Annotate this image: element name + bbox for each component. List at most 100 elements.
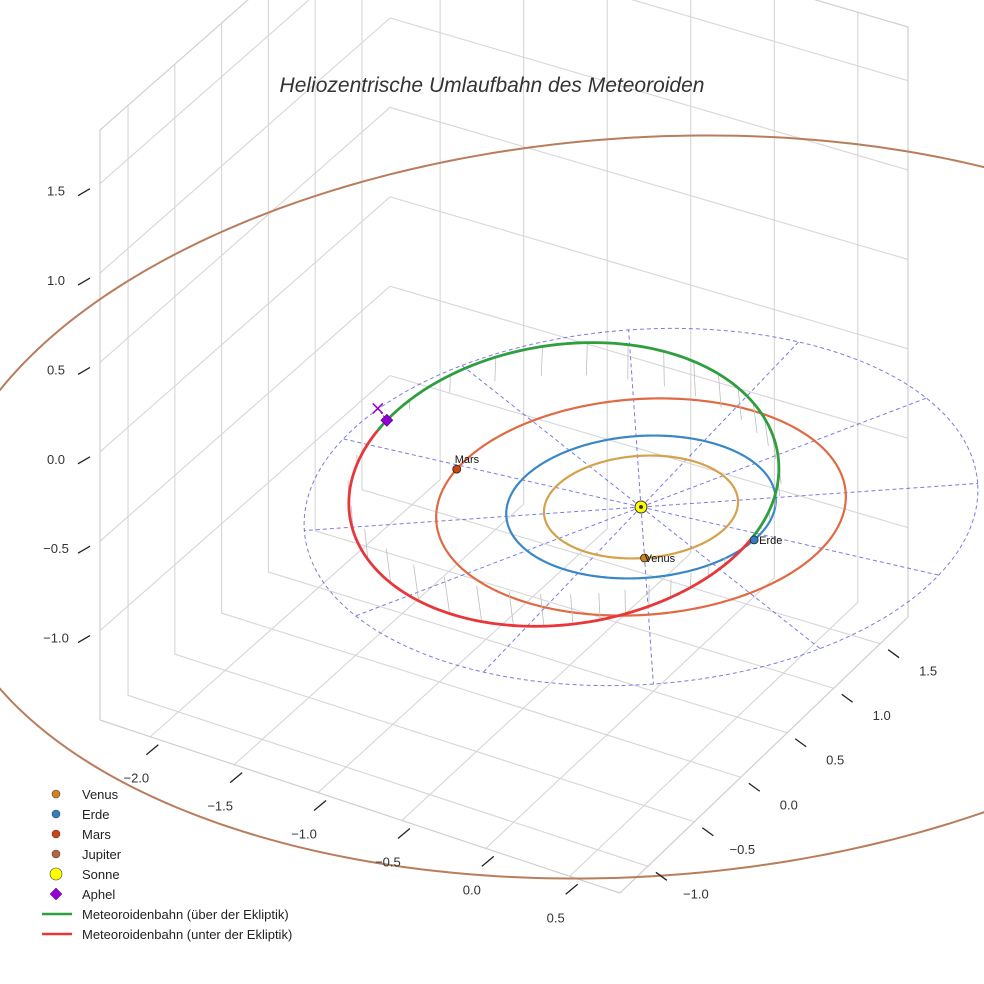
orbit-stem	[663, 351, 665, 387]
planet-orbits	[0, 134, 984, 880]
orbit-stem	[413, 564, 420, 601]
reference-spoke	[461, 365, 642, 508]
x-tick-mark	[397, 827, 411, 839]
orbit-stem	[717, 373, 722, 408]
y-gridline	[314, 0, 834, 689]
legend-dot-mark	[51, 829, 61, 839]
orbit-stem	[764, 418, 769, 446]
z-gridline	[99, 196, 909, 453]
orbit-stem	[508, 591, 514, 626]
y-gridline	[221, 23, 741, 778]
z-tick-label: 1.0	[47, 273, 65, 288]
z-tick-mark	[77, 635, 91, 644]
z-tick-label: −0.5	[43, 541, 69, 556]
legend-label: Meteoroidenbahn (unter der Ekliptik)	[82, 926, 293, 942]
z-tick-mark	[77, 456, 91, 465]
chart-title: Heliozentrische Umlaufbahn des Meteoroid…	[279, 74, 705, 97]
orbit-stem	[443, 577, 451, 614]
y-tick-label: 0.0	[780, 797, 798, 812]
x-axis-line	[99, 719, 621, 894]
y-gridline	[174, 64, 695, 823]
orbit-stem	[364, 528, 369, 560]
y-tick-mark	[655, 871, 668, 881]
x-tick-label: −2.0	[123, 771, 149, 786]
orbit-stem	[690, 572, 692, 588]
legend-symbol	[34, 904, 78, 924]
y-tick-mark	[701, 827, 714, 837]
legend-symbol	[34, 804, 78, 824]
y-gridline	[267, 0, 788, 734]
legend-symbol	[34, 824, 78, 844]
x-gridline	[485, 0, 775, 849]
x-tick-label: 0.5	[547, 910, 565, 925]
reference-spoke	[640, 506, 821, 649]
orbit-stem	[670, 579, 672, 598]
x-tick-label: 0.0	[463, 882, 481, 897]
legend-symbol	[34, 864, 78, 884]
reference-spoke	[640, 482, 978, 508]
z-tick-label: −1.0	[43, 631, 69, 646]
orbit-stem	[737, 387, 742, 420]
legend-dot-mark	[51, 849, 61, 859]
legend-item: Venus	[34, 784, 292, 804]
reference-spoke	[640, 341, 799, 508]
legend-label: Mars	[82, 826, 111, 842]
meteoroid-orbit	[347, 341, 781, 628]
aphelion-projection-marker	[372, 402, 384, 414]
z-tick-label: 1.5	[47, 184, 65, 199]
y-gridline	[127, 105, 649, 867]
y-tick-mark	[748, 782, 761, 792]
orbit-stem	[752, 402, 758, 433]
z-tick-mark	[77, 188, 91, 197]
orbit-stem	[385, 548, 392, 583]
legend-item: Erde	[34, 804, 292, 824]
legend-dot-mark	[51, 789, 61, 799]
orbit-stem	[540, 594, 545, 627]
reference-spoke	[628, 329, 642, 508]
orbit-erde	[505, 434, 777, 580]
z-gridline	[99, 106, 909, 363]
x-tick-mark	[481, 855, 495, 867]
orbit-venus	[542, 454, 740, 560]
legend-item: Jupiter	[34, 844, 292, 864]
orbit-stem	[494, 357, 497, 382]
axis-gridlines	[99, 0, 909, 877]
legend-label: Sonne	[82, 866, 120, 882]
orbit-stem	[476, 585, 483, 622]
y-tick-label: 1.0	[873, 708, 891, 723]
z-tick-mark	[77, 545, 91, 554]
z-tick-label: 0.0	[47, 452, 65, 467]
axis-edges	[99, 0, 909, 894]
orbit-stem	[449, 375, 451, 393]
reference-spoke	[343, 438, 642, 508]
orbit-mars	[435, 397, 847, 617]
y-tick-label: −1.0	[683, 886, 709, 901]
z-gridline	[99, 0, 909, 185]
orbit-stem	[693, 361, 696, 397]
z-tick-mark	[77, 277, 91, 286]
legend-symbol	[34, 924, 78, 944]
x-gridline	[149, 0, 441, 738]
orbit-stem	[570, 594, 574, 625]
x-tick-mark	[313, 800, 327, 812]
orbit-stem	[585, 342, 588, 376]
legend-item: Aphel	[34, 884, 292, 904]
x-tick-label: −1.0	[291, 827, 317, 842]
legend-dot-mark	[51, 809, 61, 819]
erde-marker	[749, 535, 759, 545]
x-tick-mark	[229, 772, 243, 784]
legend-label: Aphel	[82, 886, 116, 902]
mars-label: Mars	[455, 454, 480, 466]
reference-spoke	[355, 506, 642, 617]
x-gridline	[233, 0, 525, 766]
bodies: Venus Erde Mars	[372, 402, 782, 565]
meteoroid-orbit-above	[376, 341, 781, 538]
box-edge	[99, 0, 909, 617]
z-gridline	[99, 17, 909, 274]
x-tick-label: −1.5	[207, 799, 233, 814]
legend-symbol	[34, 884, 78, 904]
aphelion-marker	[380, 413, 394, 427]
x-gridline	[317, 0, 608, 793]
legend: Venus Erde Mars Jupiter Sonne Aphel Meteoroide…	[34, 784, 292, 944]
